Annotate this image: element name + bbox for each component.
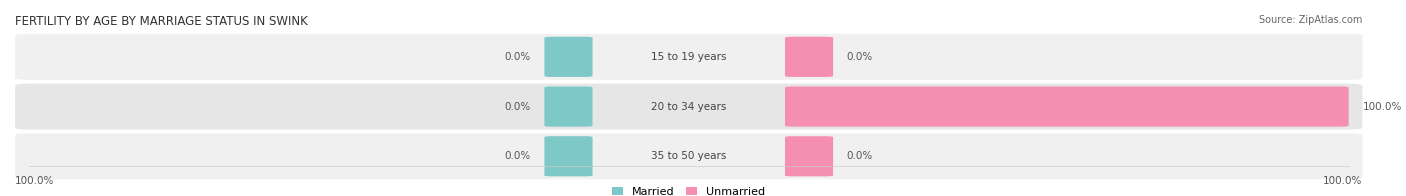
FancyBboxPatch shape xyxy=(544,136,592,176)
FancyBboxPatch shape xyxy=(785,136,834,176)
Text: 20 to 34 years: 20 to 34 years xyxy=(651,102,727,112)
FancyBboxPatch shape xyxy=(15,84,1362,130)
FancyBboxPatch shape xyxy=(544,37,592,77)
FancyBboxPatch shape xyxy=(785,86,1348,127)
FancyBboxPatch shape xyxy=(15,133,1362,179)
Text: 0.0%: 0.0% xyxy=(505,151,530,161)
FancyBboxPatch shape xyxy=(785,37,834,77)
Text: 0.0%: 0.0% xyxy=(505,102,530,112)
Text: 100.0%: 100.0% xyxy=(1323,176,1362,186)
Text: 0.0%: 0.0% xyxy=(846,151,873,161)
Text: 0.0%: 0.0% xyxy=(505,52,530,62)
Legend: Married, Unmarried: Married, Unmarried xyxy=(613,187,765,196)
Text: 35 to 50 years: 35 to 50 years xyxy=(651,151,727,161)
Text: Source: ZipAtlas.com: Source: ZipAtlas.com xyxy=(1258,15,1362,25)
Text: 0.0%: 0.0% xyxy=(846,52,873,62)
FancyBboxPatch shape xyxy=(15,34,1362,80)
Text: 15 to 19 years: 15 to 19 years xyxy=(651,52,727,62)
Text: 100.0%: 100.0% xyxy=(1362,102,1402,112)
FancyBboxPatch shape xyxy=(544,86,592,127)
Text: 100.0%: 100.0% xyxy=(15,176,55,186)
Text: FERTILITY BY AGE BY MARRIAGE STATUS IN SWINK: FERTILITY BY AGE BY MARRIAGE STATUS IN S… xyxy=(15,15,308,28)
